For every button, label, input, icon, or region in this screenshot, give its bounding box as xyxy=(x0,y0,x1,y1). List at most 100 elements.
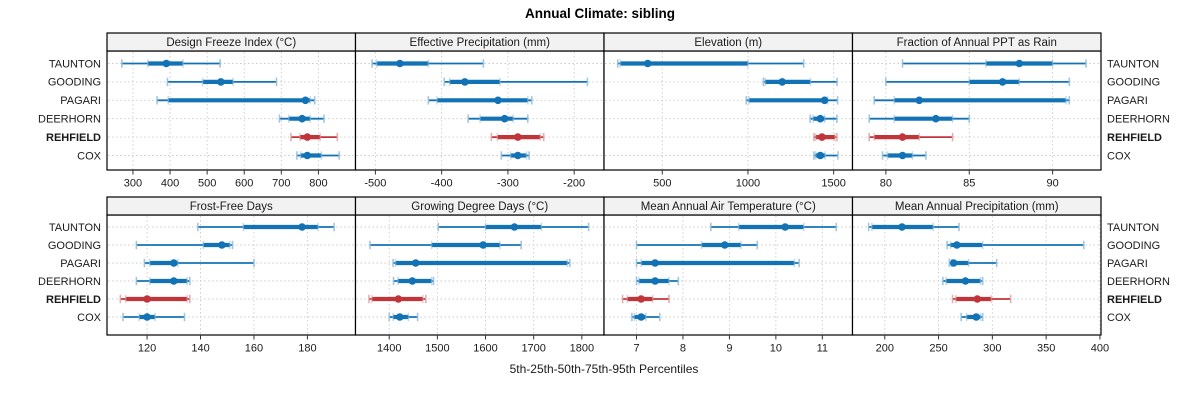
median-dot xyxy=(820,96,829,105)
axis-tick-label: 500 xyxy=(653,178,671,190)
axis-tick-label: 9 xyxy=(726,343,732,355)
station-label-left: PAGARI xyxy=(60,258,101,270)
station-label-left: REHFIELD xyxy=(46,294,101,306)
panel-background xyxy=(107,51,356,170)
median-dot xyxy=(298,114,306,123)
median-dot xyxy=(953,241,961,249)
panel-strip-title: Frost-Free Days xyxy=(190,201,273,213)
median-dot xyxy=(514,133,522,141)
axis-tick-label: 8 xyxy=(680,343,686,355)
median-dot xyxy=(411,259,420,267)
station-label-right: TAUNTON xyxy=(1107,58,1159,70)
station-label-right: COX xyxy=(1107,150,1132,162)
axis-tick-label: 350 xyxy=(1037,343,1055,355)
station-label-right: TAUNTON xyxy=(1107,222,1159,234)
median-dot xyxy=(998,78,1007,86)
station-label-left: COX xyxy=(77,312,102,324)
station-label-right: GOODING xyxy=(1107,240,1160,252)
panel-background xyxy=(852,51,1101,170)
axis-tick-label: 1600 xyxy=(473,343,497,355)
median-dot xyxy=(949,259,958,267)
median-dot xyxy=(973,295,982,303)
station-label-left: REHFIELD xyxy=(46,132,101,144)
median-dot xyxy=(461,78,469,86)
station-label-right: REHFIELD xyxy=(1107,132,1162,144)
axis-tick-label: 1000 xyxy=(736,178,760,190)
median-dot xyxy=(143,295,151,303)
axis-tick-label: 200 xyxy=(876,343,894,355)
median-dot xyxy=(143,313,151,321)
station-label-right: DEERHORN xyxy=(1107,276,1170,288)
axis-tick-label: 180 xyxy=(298,343,316,355)
station-label-left: DEERHORN xyxy=(38,114,101,126)
panel-strip-title: Fraction of Annual PPT as Rain xyxy=(897,37,1057,49)
median-dot xyxy=(898,151,907,160)
median-dot xyxy=(162,59,171,68)
axis-tick-label: -400 xyxy=(431,178,453,190)
median-dot xyxy=(651,259,659,267)
median-dot xyxy=(494,96,502,105)
panel-strip-title: Effective Precipitation (mm) xyxy=(410,37,551,49)
axis-tick-label: 300 xyxy=(983,343,1001,355)
median-dot xyxy=(510,223,519,231)
axis-tick-label: 80 xyxy=(880,178,892,190)
axis-tick-label: 400 xyxy=(161,178,179,190)
median-dot xyxy=(1015,59,1024,68)
median-dot xyxy=(217,78,225,86)
axis-tick-label: 500 xyxy=(198,178,216,190)
median-dot xyxy=(915,96,924,105)
axis-tick-label: 250 xyxy=(929,343,947,355)
median-dot xyxy=(303,133,312,141)
median-dot xyxy=(500,114,509,123)
median-dot xyxy=(479,241,487,249)
median-dot xyxy=(303,151,312,160)
station-label-left: GOODING xyxy=(48,240,101,252)
axis-tick-label: 1400 xyxy=(377,343,401,355)
median-dot xyxy=(170,259,178,267)
station-label-right: GOODING xyxy=(1107,77,1160,89)
median-dot xyxy=(972,313,981,321)
median-dot xyxy=(898,223,906,231)
axis-tick-label: 700 xyxy=(272,178,290,190)
station-label-right: PAGARI xyxy=(1107,95,1148,107)
median-dot xyxy=(651,277,659,285)
median-dot xyxy=(816,151,825,160)
panel-strip-title: Mean Annual Precipitation (mm) xyxy=(895,201,1059,213)
axis-tick-label: 120 xyxy=(138,343,156,355)
panel-strip-title: Design Freeze Index (°C) xyxy=(166,37,296,49)
axis-tick-label: 1700 xyxy=(521,343,545,355)
axis-tick-label: 800 xyxy=(309,178,327,190)
station-label-right: COX xyxy=(1107,312,1132,324)
median-dot xyxy=(408,277,417,285)
panel-background xyxy=(604,51,853,170)
axis-tick-label: 1500 xyxy=(425,343,449,355)
axis-tick-label: 140 xyxy=(191,343,209,355)
axis-caption: 5th-25th-50th-75th-95th Percentiles xyxy=(509,362,699,376)
median-dot xyxy=(818,133,826,141)
axis-tick-label: 300 xyxy=(124,178,142,190)
station-label-right: DEERHORN xyxy=(1107,114,1170,126)
station-label-left: TAUNTON xyxy=(49,58,101,70)
station-label-left: DEERHORN xyxy=(38,276,101,288)
median-dot xyxy=(218,241,226,249)
station-label-right: REHFIELD xyxy=(1107,294,1162,306)
axis-tick-label: 400 xyxy=(1091,343,1109,355)
axis-tick-label: 600 xyxy=(235,178,253,190)
figure-title: Annual Climate: sibling xyxy=(524,6,675,21)
panel-strip-title: Growing Degree Days (°C) xyxy=(411,201,548,213)
station-label-left: TAUNTON xyxy=(49,222,101,234)
station-label-left: GOODING xyxy=(48,77,101,89)
axis-tick-label: -300 xyxy=(497,178,519,190)
axis-tick-label: 11 xyxy=(817,343,828,355)
axis-tick-label: -200 xyxy=(563,178,585,190)
station-label-right: PAGARI xyxy=(1107,258,1148,270)
axis-tick-label: 7 xyxy=(633,343,639,355)
median-dot xyxy=(961,277,970,285)
median-dot xyxy=(816,114,825,123)
median-dot xyxy=(932,114,940,123)
panel-background xyxy=(355,51,604,170)
panel-strip xyxy=(851,196,1102,216)
axis-tick-label: 1500 xyxy=(821,178,845,190)
